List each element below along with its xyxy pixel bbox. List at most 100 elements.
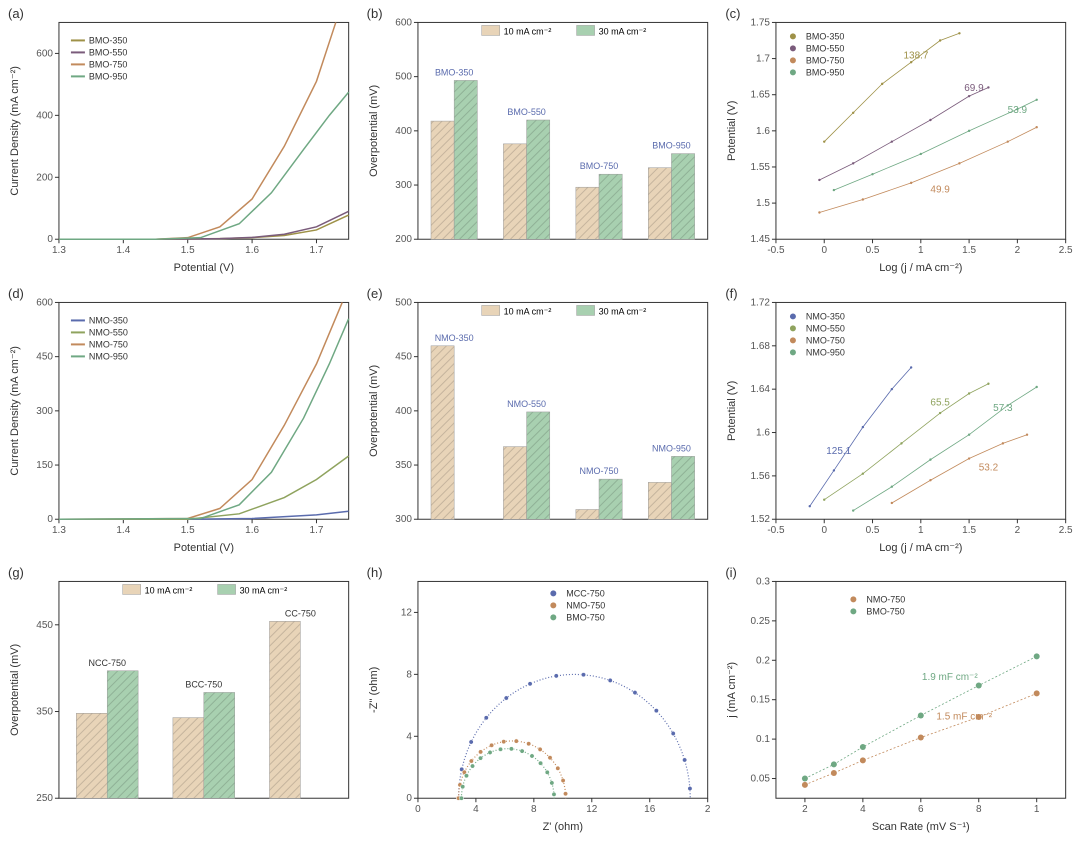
svg-text:4: 4: [406, 732, 412, 743]
svg-text:1.7: 1.7: [756, 54, 770, 65]
panel-d: (d)1.31.41.51.61.70150300450600Potential…: [4, 284, 359, 560]
svg-text:1.6: 1.6: [756, 126, 770, 137]
svg-text:Current Density (mA cm⁻²): Current Density (mA cm⁻²): [9, 66, 21, 196]
panel-h-label: (h): [367, 565, 383, 580]
panel-i: (i)246810.050.10.150.20.250.3Scan Rate (…: [721, 563, 1076, 839]
svg-text:1.5: 1.5: [181, 245, 195, 256]
panel-c: (c)-0.500.511.522.51.451.51.551.61.651.7…: [721, 4, 1076, 280]
panel-f-label: (f): [725, 286, 737, 301]
svg-text:125.1: 125.1: [827, 446, 852, 457]
svg-text:Overpotential (mV): Overpotential (mV): [368, 364, 380, 456]
panel-i-svg: 246810.050.10.150.20.250.3Scan Rate (mV …: [721, 563, 1076, 839]
svg-text:0.15: 0.15: [751, 695, 771, 706]
svg-text:Overpotential (mV): Overpotential (mV): [9, 644, 21, 736]
svg-text:1.55: 1.55: [751, 162, 771, 173]
panel-h: (h)0481216204812Z' (ohm)-Z'' (ohm)MCC-75…: [363, 563, 718, 839]
svg-text:0: 0: [822, 245, 828, 256]
svg-text:1.6: 1.6: [756, 427, 770, 438]
svg-text:NMO-750: NMO-750: [806, 335, 845, 345]
svg-text:BMO-750: BMO-750: [579, 161, 617, 171]
svg-text:8: 8: [406, 670, 412, 681]
panel-d-label: (d): [8, 286, 24, 301]
svg-text:0.05: 0.05: [751, 774, 771, 785]
svg-text:1: 1: [1034, 805, 1040, 816]
svg-text:0: 0: [822, 525, 828, 536]
svg-text:-Z'' (ohm): -Z'' (ohm): [368, 667, 380, 713]
svg-text:BMO-750: BMO-750: [806, 55, 844, 65]
svg-text:BMO-550: BMO-550: [89, 47, 127, 57]
svg-text:BMO-350: BMO-350: [89, 35, 127, 45]
svg-text:10 mA cm⁻²: 10 mA cm⁻²: [503, 26, 551, 36]
panel-a-svg: 1.31.41.51.61.70200400600Potential (V)Cu…: [4, 4, 359, 280]
svg-text:Scan Rate (mV S⁻¹): Scan Rate (mV S⁻¹): [872, 822, 970, 834]
svg-text:400: 400: [395, 405, 412, 416]
panel-a: (a)1.31.41.51.61.70200400600Potential (V…: [4, 4, 359, 280]
panel-b: (b)200300400500600Overpotential (mV)BMO-…: [363, 4, 718, 280]
svg-text:8: 8: [531, 805, 537, 816]
svg-text:57.3: 57.3: [994, 403, 1014, 414]
svg-text:-0.5: -0.5: [768, 245, 786, 256]
svg-text:1.72: 1.72: [751, 297, 771, 308]
svg-text:1.4: 1.4: [116, 525, 130, 536]
svg-text:Potential (V): Potential (V): [174, 542, 234, 554]
svg-text:2: 2: [802, 805, 808, 816]
svg-text:0: 0: [406, 794, 412, 805]
svg-text:1.6: 1.6: [245, 245, 259, 256]
svg-text:2.5: 2.5: [1059, 245, 1073, 256]
svg-text:BMO-750: BMO-750: [566, 613, 604, 623]
svg-text:0.1: 0.1: [756, 734, 770, 745]
svg-text:NMO-750: NMO-750: [89, 339, 128, 349]
svg-text:BMO-350: BMO-350: [806, 31, 844, 41]
svg-text:Potential (V): Potential (V): [726, 101, 738, 161]
svg-text:12: 12: [401, 608, 413, 619]
svg-text:Potential (V): Potential (V): [726, 380, 738, 440]
svg-text:1.75: 1.75: [751, 17, 771, 28]
svg-text:NMO-550: NMO-550: [507, 399, 546, 409]
svg-text:NMO-750: NMO-750: [867, 595, 906, 605]
svg-text:2: 2: [705, 805, 711, 816]
svg-text:1.45: 1.45: [751, 234, 771, 245]
svg-text:600: 600: [395, 17, 412, 28]
svg-text:1.52: 1.52: [751, 514, 771, 525]
svg-text:Log (j / mA cm⁻²): Log (j / mA cm⁻²): [880, 262, 963, 274]
svg-text:0.25: 0.25: [751, 616, 771, 627]
svg-text:300: 300: [395, 180, 412, 191]
svg-text:BMO-950: BMO-950: [806, 67, 844, 77]
svg-text:6: 6: [918, 805, 924, 816]
svg-text:150: 150: [36, 460, 53, 471]
svg-text:0.5: 0.5: [866, 245, 880, 256]
svg-text:NMO-750: NMO-750: [566, 601, 605, 611]
svg-text:NMO-350: NMO-350: [434, 332, 473, 342]
svg-text:1: 1: [918, 245, 924, 256]
svg-text:Log (j / mA cm⁻²): Log (j / mA cm⁻²): [880, 542, 963, 554]
svg-text:1.64: 1.64: [751, 384, 771, 395]
svg-text:0: 0: [47, 514, 53, 525]
svg-text:0: 0: [47, 234, 53, 245]
panel-i-label: (i): [725, 565, 737, 580]
svg-text:Potential (V): Potential (V): [174, 262, 234, 274]
panel-a-label: (a): [8, 6, 24, 21]
svg-text:0.5: 0.5: [866, 525, 880, 536]
svg-text:BMO-550: BMO-550: [507, 107, 545, 117]
svg-text:BMO-750: BMO-750: [867, 607, 905, 617]
svg-text:400: 400: [36, 110, 53, 121]
panel-c-label: (c): [725, 6, 740, 21]
svg-text:Current Density (mA cm⁻²): Current Density (mA cm⁻²): [9, 346, 21, 476]
svg-text:NMO-950: NMO-950: [806, 347, 845, 357]
panel-d-svg: 1.31.41.51.61.70150300450600Potential (V…: [4, 284, 359, 560]
svg-text:12: 12: [586, 805, 598, 816]
svg-text:30 mA cm⁻²: 30 mA cm⁻²: [598, 26, 646, 36]
svg-text:4: 4: [473, 805, 479, 816]
svg-text:450: 450: [36, 351, 53, 362]
svg-text:53.2: 53.2: [979, 462, 999, 473]
svg-text:400: 400: [395, 126, 412, 137]
panel-f: (f)-0.500.511.522.51.521.561.61.641.681.…: [721, 284, 1076, 560]
svg-text:250: 250: [36, 794, 53, 805]
panel-e-label: (e): [367, 286, 383, 301]
svg-text:8: 8: [976, 805, 982, 816]
svg-text:BMO-550: BMO-550: [806, 43, 844, 53]
svg-text:BMO-950: BMO-950: [89, 71, 127, 81]
svg-text:BMO-750: BMO-750: [89, 59, 127, 69]
svg-text:BCC-750: BCC-750: [185, 680, 222, 690]
svg-text:NMO-350: NMO-350: [806, 311, 845, 321]
